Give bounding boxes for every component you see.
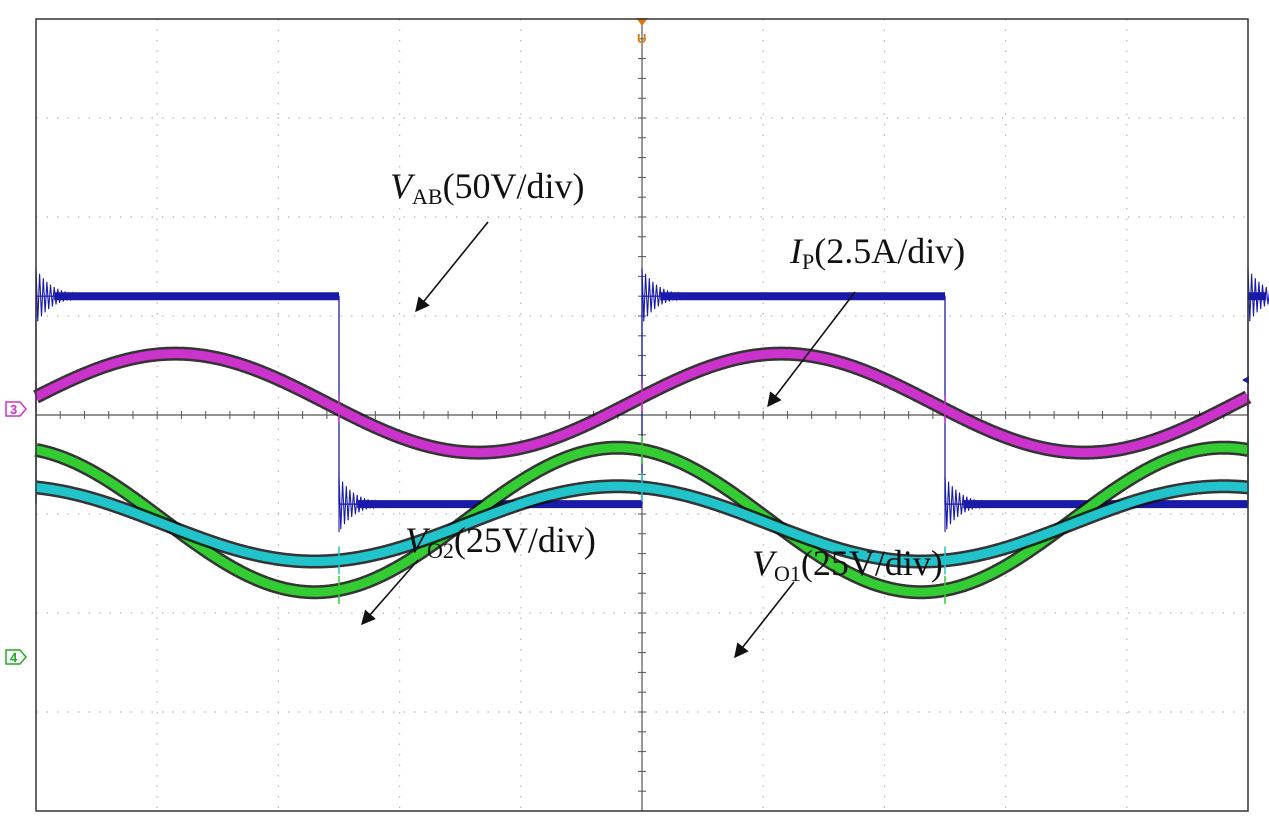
arrow-VO1: [734, 581, 795, 659]
annotations: VAB(50V/div)IP(2.5A/div)VO2(25V/div)VO1(…: [361, 166, 965, 659]
channel-marker-shape: [5, 401, 27, 417]
ringing: [944, 476, 997, 530]
label-var: V: [752, 543, 778, 583]
label-scale: (50V/div): [443, 166, 585, 206]
arrow-IP: [767, 291, 856, 408]
label-var: I: [789, 231, 804, 271]
label-scale: (2.5A/div): [814, 231, 965, 271]
label-VO2: VO2(25V/div): [405, 520, 596, 563]
label-IP: IP(2.5A/div): [789, 231, 965, 274]
channel-marker-3: 3: [5, 401, 27, 417]
trigger-arrow: [636, 18, 648, 26]
channel-marker-label: 4: [10, 650, 18, 665]
label-var: V: [390, 166, 416, 206]
label-sub: P: [802, 249, 814, 274]
arrow-VAB: [415, 221, 489, 313]
label-VAB: VAB(50V/div): [390, 166, 585, 209]
label-sub: O2: [427, 538, 454, 563]
channel-marker-4: 4: [5, 649, 27, 665]
trigger-label: U: [637, 31, 646, 46]
channel-markers: 3 4 U: [5, 18, 1249, 665]
arrow-VO2: [361, 559, 419, 626]
ringing: [338, 476, 391, 530]
label-sub: O1: [774, 561, 801, 586]
channel-marker-shape: [5, 649, 27, 665]
traces: [29, 268, 1269, 604]
trigger-marker: U: [636, 18, 648, 46]
ringing: [35, 268, 88, 322]
label-var: V: [405, 520, 431, 560]
label-scale: (25V/div): [801, 543, 943, 583]
label-scale: (25V/div): [454, 520, 596, 560]
ringing: [1247, 268, 1269, 322]
ringing: [641, 268, 694, 322]
channel-marker-label: 3: [10, 402, 17, 417]
plot-frame: [35, 18, 1249, 812]
label-sub: AB: [412, 184, 443, 209]
label-VO1: VO1(25V/div): [752, 543, 943, 586]
